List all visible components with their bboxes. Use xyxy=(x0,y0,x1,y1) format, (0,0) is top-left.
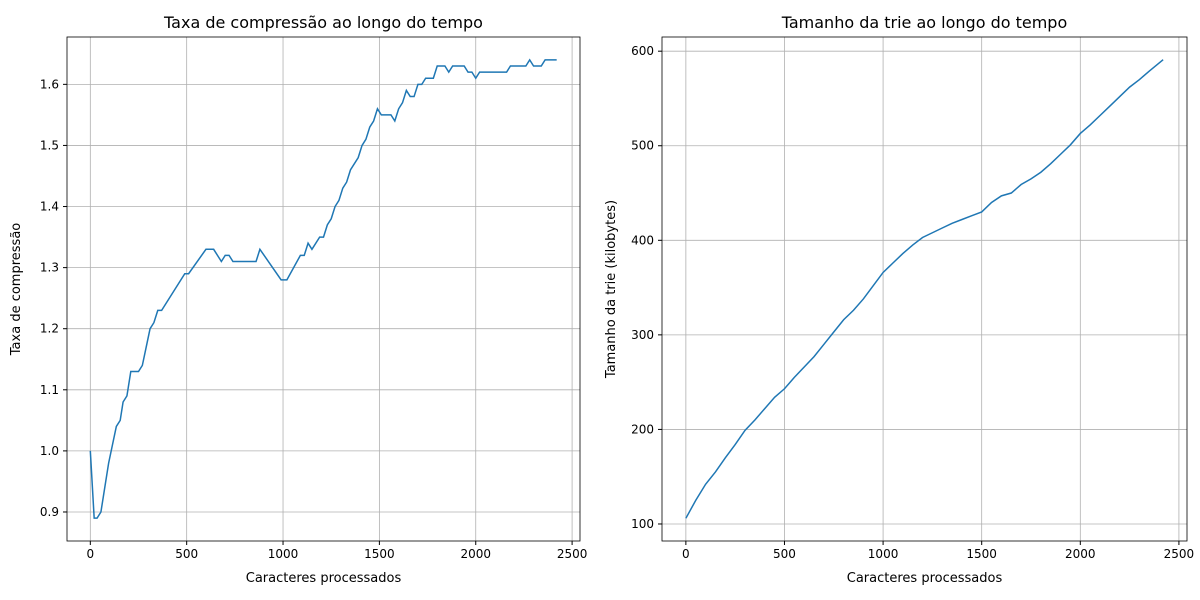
data-line xyxy=(89,58,557,519)
x-tick-label: 2000 xyxy=(1065,547,1096,561)
x-axis-label: Caracteres processados xyxy=(847,571,1003,586)
x-tick-label: 0 xyxy=(86,547,94,561)
y-tick-label: 600 xyxy=(631,44,654,58)
y-tick-label: 300 xyxy=(631,328,654,342)
x-tick-label: 1500 xyxy=(364,547,395,561)
y-tick-label: 1.3 xyxy=(40,261,59,275)
axes-frame xyxy=(661,36,1188,542)
x-tick-label: 500 xyxy=(175,547,198,561)
y-tick-label: 1.6 xyxy=(40,77,59,91)
x-tick-label: 500 xyxy=(773,547,796,561)
y-tick-label: 400 xyxy=(631,233,654,247)
x-tick-label: 0 xyxy=(682,547,690,561)
x-tick-label: 1500 xyxy=(966,547,997,561)
y-axis-label: Taxa de compressão xyxy=(9,223,24,357)
x-axis-label: Caracteres processados xyxy=(246,571,402,586)
y-tick-label: 1.5 xyxy=(40,138,59,152)
y-tick-label: 200 xyxy=(631,422,654,436)
data-line xyxy=(685,59,1164,519)
axes-frame xyxy=(66,36,581,542)
chart-title: Taxa de compressão ao longo do tempo xyxy=(163,13,483,32)
x-tick-label: 1000 xyxy=(268,547,299,561)
y-tick-label: 0.9 xyxy=(40,505,59,519)
y-tick-label: 1.4 xyxy=(40,200,59,214)
y-tick-label: 1.2 xyxy=(40,322,59,336)
y-tick-label: 500 xyxy=(631,139,654,153)
y-tick-label: 1.0 xyxy=(40,444,59,458)
x-tick-label: 2000 xyxy=(460,547,491,561)
y-axis-label: Tamanho da trie (kilobytes) xyxy=(604,200,619,379)
y-tick-label: 100 xyxy=(631,517,654,531)
y-tick-label: 1.1 xyxy=(40,383,59,397)
x-tick-label: 2500 xyxy=(557,547,588,561)
chart-title: Tamanho da trie ao longo do tempo xyxy=(781,13,1068,32)
x-tick-label: 1000 xyxy=(868,547,899,561)
x-tick-label: 2500 xyxy=(1164,547,1195,561)
